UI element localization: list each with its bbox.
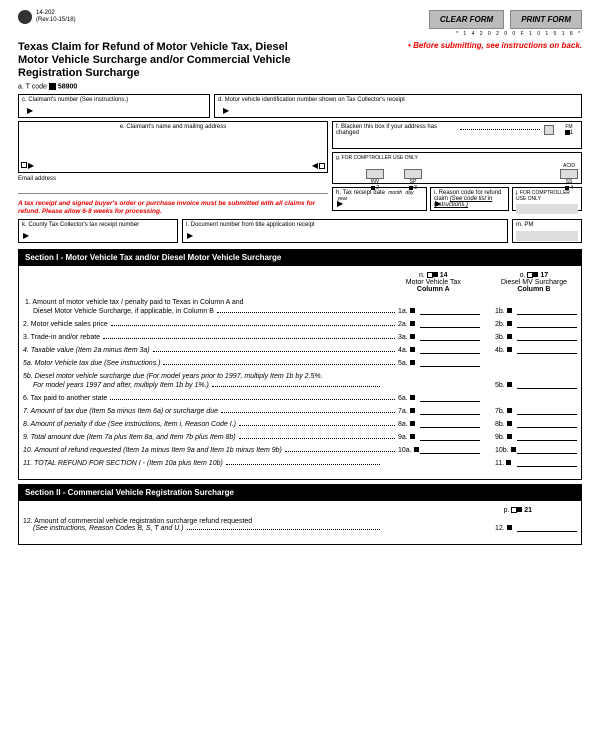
item-9: 9. Total amount due (Item 7a plus Item 8… [23, 434, 577, 441]
field-m: m. PM [512, 219, 582, 243]
tcode: a. T code 58900 [18, 83, 582, 90]
email-label: Email address [18, 176, 328, 182]
item-8: 8. Amount of penalty if due (See instruc… [23, 421, 577, 428]
column-a-header: n. 14 Motor Vehicle TaxColumn A [406, 272, 461, 293]
form-meta: 14-202 (Rev.10-15/18) [36, 10, 76, 24]
field-l[interactable]: l. Document number from title applicatio… [182, 219, 508, 243]
clear-form-button[interactable]: CLEAR FORM [429, 10, 504, 29]
state-seal [18, 10, 32, 24]
field-h[interactable]: h. Tax receipt date month day year ▶ [332, 187, 427, 211]
warning-text: • Before submitting, see instructions on… [408, 41, 582, 50]
item-2: 2. Motor vehicle sales price2a. 2b. [23, 321, 577, 328]
field-c[interactable]: c. Claimant's number (See instructions.)… [18, 94, 210, 118]
item-5b: 5b. Diesel motor vehicle surcharge due (… [23, 373, 577, 380]
field-d[interactable]: d. Motor vehicle identification number s… [214, 94, 582, 118]
item-7: 7. Amount of tax due (Item 5a minus Item… [23, 408, 577, 415]
field-i[interactable]: i. Reason code for refund claim (See cod… [430, 187, 509, 211]
email-input[interactable] [18, 184, 328, 194]
barcode: * 1 4 2 0 2 0 0 F 1 0 1 5 1 8 * [429, 31, 582, 37]
print-form-button[interactable]: PRINT FORM [510, 10, 582, 29]
item-1b: Diesel Motor Vehicle Surcharge, if appli… [23, 308, 577, 315]
field-j: j. FOR COMPTROLLER USE ONLY [512, 187, 582, 211]
red-note: A tax receipt and signed buyer's order o… [18, 200, 328, 216]
column-b-header: o. 17 Diesel MV SurchargeColumn B [501, 272, 567, 293]
item-1: 1. Amount of motor vehicle tax / penalty… [23, 299, 577, 306]
item-6: 6. Tax paid to another state6a. [23, 395, 577, 402]
field-f[interactable]: f. Blacken this box if your address has … [332, 121, 582, 149]
item-3: 3. Trade-in and/or rebate3a. 3b. [23, 334, 577, 341]
section2-p: p. 21 [23, 507, 577, 514]
field-e[interactable]: e. Claimant's name and mailing address ▶… [18, 121, 328, 173]
item-12-sub: (See instructions, Reason Codes B, S, T … [23, 525, 577, 532]
field-k[interactable]: k. County Tax Collector's tax receipt nu… [18, 219, 178, 243]
item-10: 10. Amount of refund requested (Item 1a … [23, 447, 577, 454]
field-g: g. FOR COMPTROLLER USE ONLY INV 2 SP 3 A… [332, 152, 582, 184]
item-5a: 5a. Motor Vehicle tax due (See instructi… [23, 360, 577, 367]
item-11: 11. TOTAL REFUND FOR SECTION I - (Item 1… [23, 460, 577, 467]
section1-header: Section I - Motor Vehicle Tax and/or Die… [18, 249, 582, 266]
item-12: 12. Amount of commercial vehicle registr… [23, 518, 577, 525]
section2-header: Section II - Commercial Vehicle Registra… [18, 484, 582, 501]
item-4: 4. Taxable value (Item 2a minus Item 3a)… [23, 347, 577, 354]
form-title: Texas Claim for Refund of Motor Vehicle … [18, 41, 298, 81]
item-5b2: For model years 1997 and after, multiply… [23, 382, 577, 389]
